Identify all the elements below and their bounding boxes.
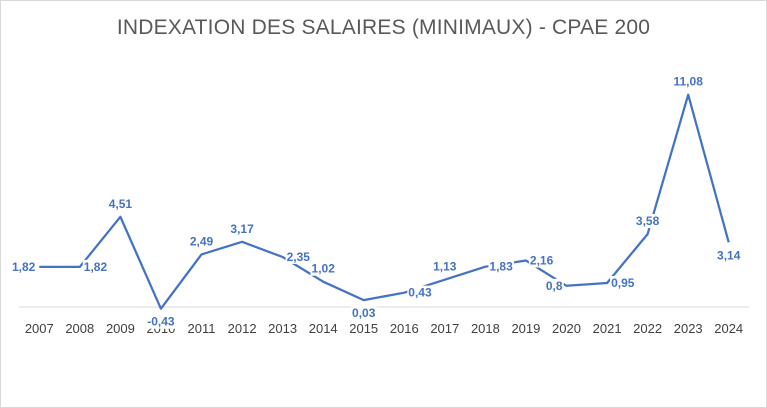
x-tick-label: 2019 <box>511 321 540 336</box>
data-label-background <box>107 196 134 211</box>
x-tick-label: 2012 <box>228 321 257 336</box>
data-label-background <box>672 74 705 89</box>
data-labels: 1,82 1,82 4,51 -0,43 2,49 3,17 2,351,02 0,03 0,4… <box>10 74 742 329</box>
x-tick-label: 2014 <box>309 321 338 336</box>
data-label: 1,82 <box>12 260 36 274</box>
data-label-background <box>285 250 312 264</box>
data-label-background <box>610 276 636 290</box>
data-label-background <box>716 248 742 263</box>
data-label: 3,17 <box>230 222 254 236</box>
data-label: 1,13 <box>433 260 457 274</box>
x-tick-label: 2008 <box>65 321 94 336</box>
data-label: 3,58 <box>636 214 660 228</box>
data-label: 4,51 <box>109 197 133 211</box>
data-label-background <box>310 261 337 276</box>
data-label-background <box>82 259 109 274</box>
x-tick-label: 2020 <box>552 321 581 336</box>
data-label: 1,02 <box>312 262 336 276</box>
data-label-background <box>544 278 564 293</box>
chart-title: INDEXATION DES SALAIRES (MINIMAUX) - CPA… <box>116 16 651 39</box>
x-tick-label: 2016 <box>390 321 419 336</box>
data-label: 1,82 <box>84 260 108 274</box>
series-line <box>39 93 730 310</box>
x-tick-label: 2024 <box>714 321 743 336</box>
data-label: 1,83 <box>489 260 513 274</box>
x-tick-label: 2017 <box>430 321 459 336</box>
data-label-background <box>407 285 433 300</box>
data-label: 2,16 <box>530 254 554 268</box>
data-label: -0,43 <box>147 315 175 329</box>
x-tick-label: 2013 <box>268 321 297 336</box>
data-label-background <box>10 259 37 274</box>
x-tick-labels: 2007200820092010201120122013201420152016… <box>25 321 743 336</box>
data-label: 2,35 <box>287 250 311 264</box>
data-label: 2,49 <box>190 234 214 248</box>
x-tick-label: 2023 <box>674 321 703 336</box>
data-label-background <box>528 253 555 268</box>
data-label: 0,43 <box>408 286 432 300</box>
data-label-background <box>634 214 661 229</box>
data-label: 3,14 <box>717 248 741 262</box>
data-label: 0,03 <box>352 306 376 320</box>
data-label-background <box>229 221 256 236</box>
x-tick-label: 2011 <box>188 321 216 336</box>
x-tick-label: 2021 <box>593 321 622 336</box>
data-label-background <box>146 314 176 329</box>
x-tick-label: 2018 <box>471 321 500 336</box>
data-label: 0,95 <box>611 276 635 290</box>
x-tick-label: 2022 <box>633 321 662 336</box>
x-tick-label: 2009 <box>106 321 135 336</box>
data-label-background <box>432 259 458 274</box>
data-label-background <box>351 306 377 321</box>
data-label: 0,8 <box>546 279 563 293</box>
x-tick-label: 2007 <box>25 321 54 336</box>
data-label-background <box>188 234 215 249</box>
x-tick-label: 2015 <box>349 321 378 336</box>
data-label: 11,08 <box>674 75 704 89</box>
data-label-background <box>488 259 515 274</box>
